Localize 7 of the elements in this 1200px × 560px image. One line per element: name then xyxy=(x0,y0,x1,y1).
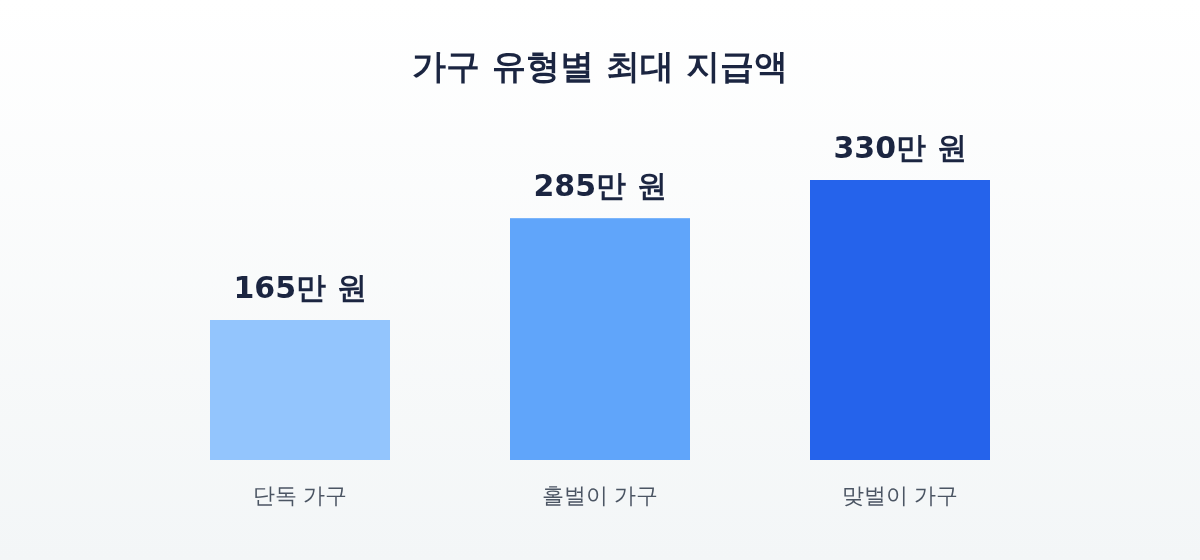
data-label: 165만 원 xyxy=(233,270,367,305)
data-label: 330만 원 xyxy=(833,130,967,165)
x-tick-label: 홀벌이 가구 xyxy=(541,483,659,508)
chart-title: 가구 유형별 최대 지급액 xyxy=(412,46,788,86)
x-tick-label: 맞벌이 가구 xyxy=(841,483,959,508)
data-label: 285만 원 xyxy=(533,168,667,204)
x-tick-label: 단독 가구 xyxy=(252,483,348,508)
